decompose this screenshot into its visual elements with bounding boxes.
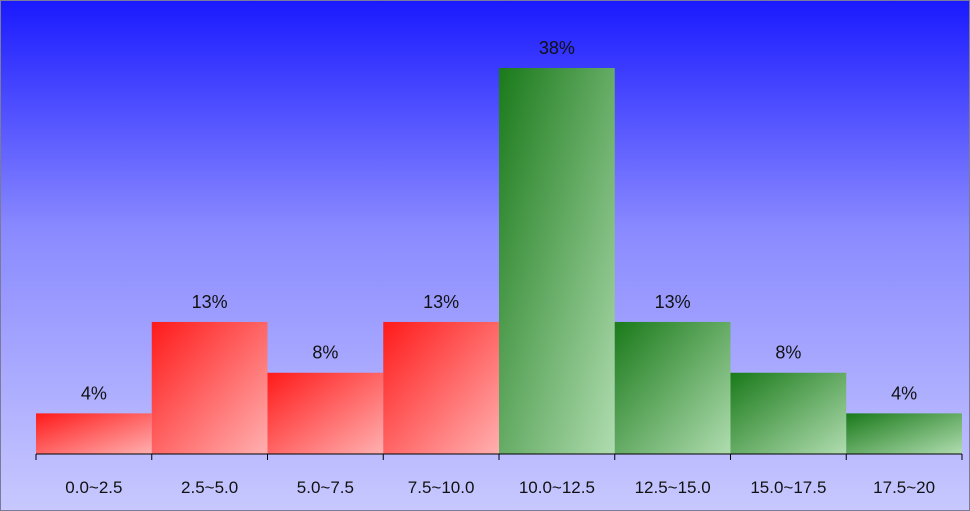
data-label: 13% (423, 292, 459, 312)
x-tick-label: 2.5~5.0 (181, 478, 238, 497)
bar-17.5~20 (846, 413, 962, 454)
bar-12.5~15.0 (614, 321, 731, 454)
x-tick-label: 15.0~17.5 (750, 478, 826, 497)
x-tick-label: 7.5~10.0 (408, 478, 475, 497)
bar-5.0~7.5 (267, 372, 384, 454)
bar-0.0~2.5 (36, 413, 152, 454)
data-label: 4% (81, 383, 107, 403)
x-tick-label: 0.0~2.5 (65, 478, 122, 497)
data-label: 13% (192, 292, 228, 312)
bar-10.0~12.5 (499, 68, 615, 454)
bars-group (36, 68, 962, 454)
bar-2.5~5.0 (151, 321, 268, 454)
data-label: 8% (775, 343, 801, 363)
data-label: 13% (655, 292, 691, 312)
x-tick-label: 10.0~12.5 (519, 478, 595, 497)
data-label: 8% (312, 343, 338, 363)
data-label: 4% (891, 383, 917, 403)
x-tick-label: 12.5~15.0 (635, 478, 711, 497)
x-tick-label: 17.5~20 (873, 478, 935, 497)
x-tick-label: 5.0~7.5 (297, 478, 354, 497)
bar-15.0~17.5 (730, 372, 847, 454)
bar-7.5~10.0 (383, 321, 499, 454)
data-label: 38% (539, 38, 575, 58)
x-axis: 0.0~2.5 2.5~5.0 5.0~7.5 7.5~10.0 10.0~12.5 12… (35, 453, 963, 497)
data-labels-group: 4% 13% 8% 13% 38% 13% 8% 4% (81, 38, 917, 403)
